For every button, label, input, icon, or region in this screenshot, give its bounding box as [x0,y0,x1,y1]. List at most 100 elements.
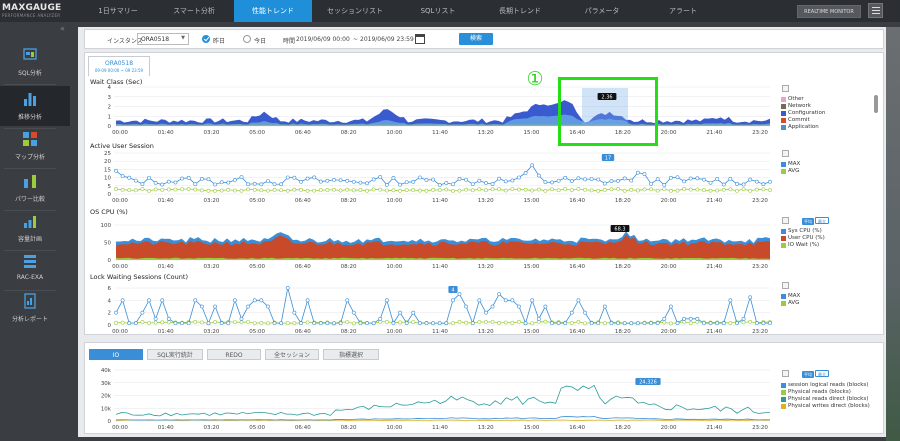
data-point [292,310,297,315]
data-point [166,320,171,325]
sidebar-item-rac-exa[interactable]: RAC-EXA [0,248,60,288]
tab-performance-trend[interactable]: 性能トレンド [234,0,312,22]
legend-item[interactable]: MAX [781,293,800,300]
tab-metric-select[interactable]: 指標選択 [323,349,379,360]
max-toggle[interactable]: 最大 [815,370,829,377]
lock-wait-chart[interactable]: 0 2 4 6 00:00 01:40 03:20 05:00 06:40 08:20 10:00 1… [88,286,774,334]
data-point [451,298,455,303]
tab-smart-analysis[interactable]: スマート分析 [173,7,215,15]
tab-alert[interactable]: アラート [669,7,697,15]
data-point [147,188,151,193]
data-point [219,321,224,326]
instance-select[interactable]: ORA0518 ▼ [137,33,189,45]
legend-item[interactable]: Physical writes direct (blocks) [781,403,870,410]
time-label: 時間 [283,38,296,45]
legend-item[interactable]: Network [781,103,825,110]
legend-item[interactable]: Other [781,96,825,103]
data-point [616,179,620,183]
collapse-sidebar-icon[interactable]: « [60,24,65,33]
sidebar-item-capacity-plan[interactable]: 容量計画 [0,208,60,248]
radio-yesterday[interactable] [202,35,210,43]
tab-all-sessions[interactable]: 全セッション [265,349,319,360]
series-area [116,234,770,260]
os-cpu-chart[interactable]: 0 50 100 00:00 01:40 03:20 05:00 06:40 08:20 10:0… [88,223,774,269]
data-point [246,187,251,192]
legend-settings-icon[interactable] [782,282,789,289]
data-point [285,286,290,290]
time-from-input[interactable]: 2019/06/09 00:00 [296,36,350,43]
sidebar-item-trend-analysis[interactable]: 推移分析 [0,86,70,126]
data-point [695,316,700,321]
data-point [272,321,277,326]
legend-item[interactable]: Application [781,124,825,131]
legend-item[interactable]: Configuration [781,110,825,117]
data-point [669,188,673,193]
x-tick-label: 16:40 [569,425,585,430]
y-tick-label: 100 [101,223,112,229]
instance-tab-name: ORA0518 [104,60,134,67]
radio-today[interactable] [243,35,251,43]
tab-daily-summary[interactable]: 1日サマリー [98,7,138,15]
tab-redo[interactable]: REDO [207,349,261,360]
data-point [602,188,607,192]
legend-item[interactable]: AVG [781,300,800,307]
cpu-mode-toggle[interactable]: 平均 最大 [802,217,830,225]
legend-item[interactable]: Sys CPU (%) [781,228,825,235]
data-point [160,187,165,192]
data-point [160,298,165,303]
avg-toggle[interactable]: 平均 [802,371,814,378]
legend-label: MAX [788,293,801,299]
tab-sql-list[interactable]: SQLリスト [420,7,456,15]
x-tick-label: 11:40 [432,264,448,269]
tab-sql-exec-stats[interactable]: SQL実行統計 [147,349,203,360]
tab-session-list[interactable]: セッションリスト [327,7,383,15]
data-point [206,177,211,182]
sidebar-item-label: 分析レポート [11,316,48,323]
tab-long-term-trend[interactable]: 長期トレンド [499,7,541,15]
legend-settings-icon[interactable] [782,217,789,224]
legend-label: Configuration [788,110,826,116]
legend-settings-icon[interactable] [782,85,789,92]
legend-item[interactable]: User CPU (%) [781,235,825,242]
legend-scrollbar[interactable] [874,95,878,113]
legend-item[interactable]: Physical reads (blocks) [781,389,870,396]
time-separator: ~ [353,36,359,43]
legend-item[interactable]: Physical reads direct (blocks) [781,396,870,403]
data-point [384,298,389,303]
tab-parameter[interactable]: パラメータ [584,7,620,15]
legend-item[interactable]: AVG [781,168,800,175]
max-toggle[interactable]: 最大 [815,217,829,224]
map-grid-icon [23,132,37,146]
wait-class-chart[interactable]: 0 1 2 3 4 00:00 01:40 03:20 05:00 06:40 08:20 10:00… [88,85,774,135]
data-point [543,319,548,324]
x-tick-label: 21:40 [706,329,722,334]
io-chart[interactable]: 0 10k 20k 30k 40k 00:00 01:40 03:20 05:00 06:40 08… [88,368,774,430]
legend-item[interactable]: session logical reads (blocks) [781,382,870,389]
legend-settings-icon[interactable] [782,150,789,157]
legend-item[interactable]: MAX [781,161,800,168]
sidebar-item-report[interactable]: 分析レポート [0,288,60,328]
avg-toggle[interactable]: 平均 [802,218,814,225]
calendar-icon[interactable] [415,34,425,44]
data-point [127,175,132,180]
tab-io[interactable]: IO [89,349,143,360]
search-button[interactable]: 検索 [459,33,493,45]
instance-tab[interactable]: ORA0518 09-09 00:00 ~ 09 23:59 [88,56,150,76]
data-point [193,298,198,303]
time-to-input[interactable]: 2019/06/09 23:59 [360,36,414,43]
sidebar-item-power-compare[interactable]: パワー比較 [0,168,60,208]
legend-item[interactable]: Commit [781,117,825,124]
sidebar-item-map-analysis[interactable]: マップ分析 [0,126,60,166]
data-point [688,176,693,181]
data-point [120,298,125,303]
io-mode-toggle[interactable]: 平均 最大 [802,370,830,378]
legend-settings-icon[interactable] [782,370,789,377]
hamburger-menu-icon[interactable] [868,3,883,18]
legend-item[interactable]: IO Wait (%) [781,242,825,249]
data-point [576,298,581,303]
sidebar-item-sql-analysis[interactable]: SQL分析 [0,42,60,82]
legend-label: Sys CPU (%) [788,228,822,234]
legend-label: Other [788,96,804,102]
active-session-chart[interactable]: 0 5 10 15 20 25 00:00 01:40 03:20 05:00 06:40 08:20… [88,151,774,203]
realtime-monitor-button[interactable]: REALTIME MONITOR [797,5,861,18]
